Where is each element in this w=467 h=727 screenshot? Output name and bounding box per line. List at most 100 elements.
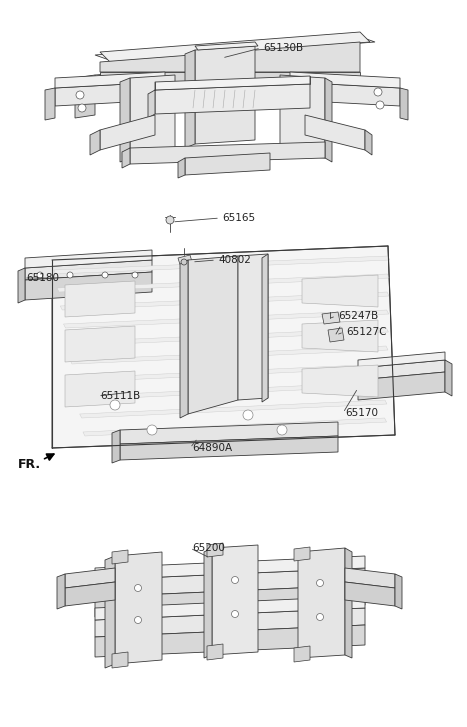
Polygon shape	[100, 32, 370, 62]
Circle shape	[132, 272, 138, 278]
Text: 65170: 65170	[345, 408, 378, 418]
Polygon shape	[120, 78, 130, 162]
Polygon shape	[73, 364, 388, 382]
Polygon shape	[302, 275, 378, 307]
Text: 65200: 65200	[192, 543, 225, 553]
Polygon shape	[25, 260, 152, 280]
Polygon shape	[358, 360, 445, 380]
Circle shape	[181, 259, 187, 265]
Polygon shape	[345, 582, 395, 606]
Polygon shape	[95, 568, 365, 597]
Polygon shape	[212, 545, 258, 655]
Polygon shape	[305, 115, 365, 150]
Circle shape	[374, 88, 382, 96]
Polygon shape	[180, 260, 188, 418]
Text: 65165: 65165	[222, 213, 255, 223]
Circle shape	[78, 104, 86, 112]
Polygon shape	[155, 76, 310, 90]
Polygon shape	[77, 382, 387, 400]
Polygon shape	[207, 543, 223, 557]
Text: 65130B: 65130B	[263, 43, 303, 53]
Polygon shape	[185, 50, 195, 148]
Polygon shape	[64, 310, 389, 328]
Polygon shape	[90, 130, 100, 155]
Text: 40802: 40802	[218, 255, 251, 265]
Polygon shape	[185, 153, 270, 175]
Circle shape	[147, 425, 157, 435]
Polygon shape	[302, 365, 378, 397]
Circle shape	[277, 425, 287, 435]
Circle shape	[243, 410, 253, 420]
Polygon shape	[95, 625, 365, 657]
Polygon shape	[55, 82, 165, 106]
Polygon shape	[328, 328, 344, 342]
Circle shape	[134, 585, 142, 592]
Polygon shape	[298, 548, 345, 658]
Polygon shape	[100, 115, 155, 150]
Polygon shape	[65, 568, 115, 588]
Polygon shape	[25, 250, 152, 268]
Polygon shape	[280, 75, 325, 158]
Polygon shape	[365, 130, 372, 155]
Polygon shape	[70, 346, 388, 364]
Circle shape	[76, 91, 84, 99]
Polygon shape	[195, 42, 258, 50]
Polygon shape	[95, 35, 375, 62]
Polygon shape	[262, 254, 268, 402]
Polygon shape	[112, 430, 120, 463]
Polygon shape	[130, 142, 325, 164]
Polygon shape	[100, 42, 360, 72]
Polygon shape	[400, 88, 408, 120]
Text: 65127C: 65127C	[346, 327, 387, 337]
Polygon shape	[57, 274, 389, 292]
Polygon shape	[95, 556, 365, 580]
Polygon shape	[95, 585, 365, 617]
Polygon shape	[52, 246, 395, 448]
Circle shape	[232, 577, 239, 584]
Polygon shape	[188, 256, 238, 414]
Polygon shape	[238, 254, 268, 400]
Polygon shape	[290, 72, 400, 88]
Circle shape	[110, 400, 120, 410]
Polygon shape	[65, 582, 115, 606]
Polygon shape	[54, 256, 390, 274]
Polygon shape	[155, 84, 310, 114]
Polygon shape	[302, 320, 378, 352]
Polygon shape	[55, 72, 165, 88]
Polygon shape	[294, 646, 310, 662]
Polygon shape	[57, 574, 65, 609]
Polygon shape	[395, 574, 402, 609]
Polygon shape	[207, 644, 223, 660]
Polygon shape	[65, 281, 135, 317]
Polygon shape	[445, 360, 452, 396]
Polygon shape	[83, 418, 387, 436]
Polygon shape	[120, 436, 338, 460]
Polygon shape	[345, 548, 352, 658]
Circle shape	[37, 272, 43, 278]
Text: 65247B: 65247B	[338, 311, 378, 321]
Polygon shape	[80, 400, 387, 418]
Polygon shape	[18, 268, 25, 303]
Polygon shape	[45, 88, 55, 120]
Polygon shape	[105, 556, 115, 668]
Circle shape	[232, 611, 239, 617]
Polygon shape	[67, 328, 389, 346]
Circle shape	[134, 616, 142, 624]
Polygon shape	[325, 78, 332, 162]
Polygon shape	[294, 547, 310, 561]
Polygon shape	[95, 55, 355, 95]
Polygon shape	[65, 326, 135, 362]
Circle shape	[166, 216, 174, 224]
Polygon shape	[122, 148, 130, 168]
Polygon shape	[112, 550, 128, 564]
Polygon shape	[112, 652, 128, 668]
Circle shape	[317, 614, 324, 621]
Polygon shape	[115, 552, 162, 664]
Polygon shape	[130, 75, 175, 158]
Polygon shape	[95, 608, 365, 637]
Polygon shape	[204, 548, 212, 658]
Polygon shape	[95, 596, 365, 620]
Polygon shape	[178, 255, 193, 268]
Polygon shape	[60, 292, 389, 310]
Circle shape	[317, 579, 324, 587]
